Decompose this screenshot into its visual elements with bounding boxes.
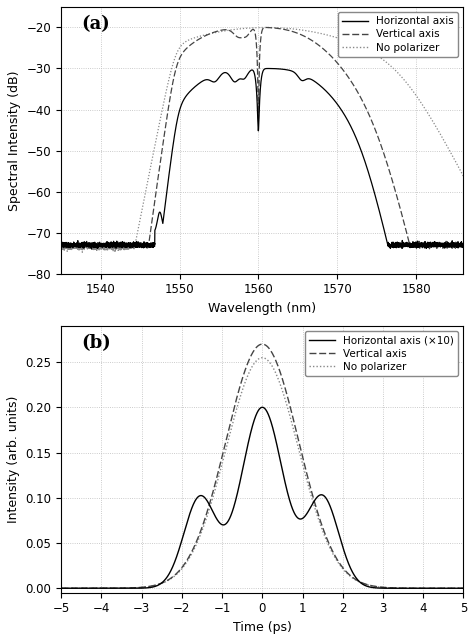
Text: (b): (b) xyxy=(82,334,111,352)
Text: (a): (a) xyxy=(82,15,110,33)
Legend: Horizontal axis (×10), Vertical axis, No polarizer: Horizontal axis (×10), Vertical axis, No… xyxy=(305,331,458,376)
X-axis label: Wavelength (nm): Wavelength (nm) xyxy=(208,302,316,315)
Legend: Horizontal axis, Vertical axis, No polarizer: Horizontal axis, Vertical axis, No polar… xyxy=(337,12,458,57)
Y-axis label: Intensity (arb. units): Intensity (arb. units) xyxy=(7,395,20,523)
X-axis label: Time (ps): Time (ps) xyxy=(233,621,292,634)
Y-axis label: Spectral Intensity (dB): Spectral Intensity (dB) xyxy=(8,70,21,210)
